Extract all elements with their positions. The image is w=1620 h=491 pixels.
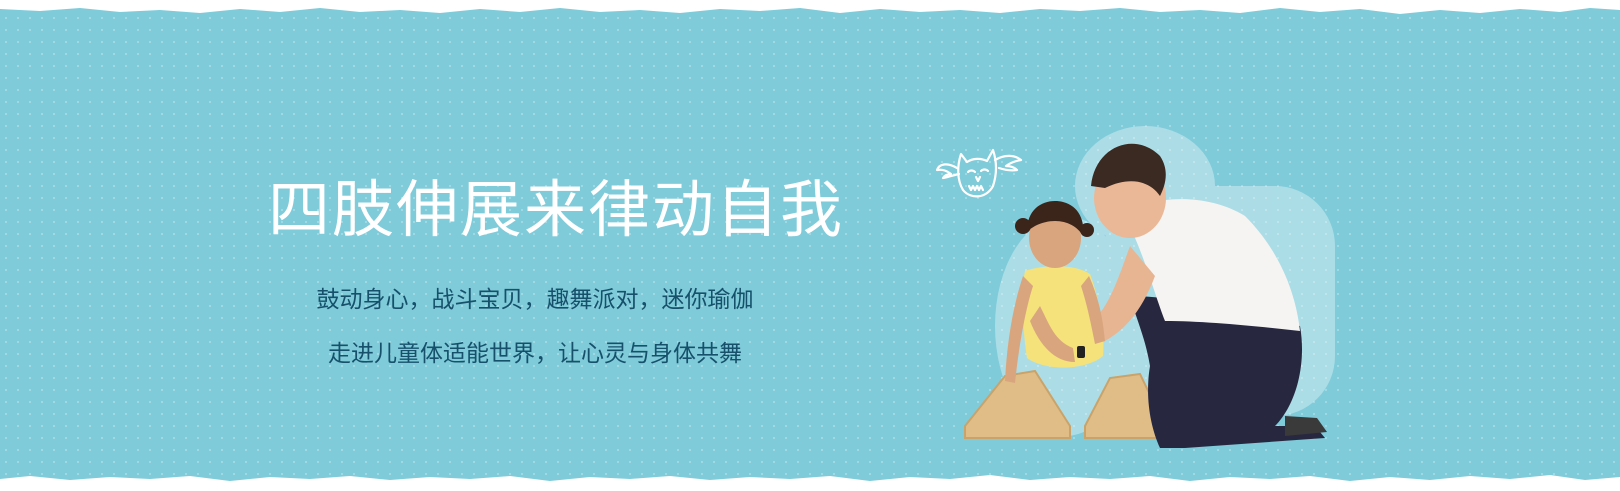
- torn-paper-bottom-edge: [0, 475, 1620, 491]
- instructor-and-child-photo: [964, 126, 1335, 448]
- torn-paper-top-edge: [0, 0, 1620, 14]
- banner-headline: 四肢伸展来律动自我: [268, 173, 845, 246]
- banner-subline-1: 鼓动身心，战斗宝贝，趣舞派对，迷你瑜伽: [316, 287, 754, 313]
- owl-doodle-icon: [935, 148, 1023, 198]
- wooden-block-left: [964, 369, 1071, 439]
- banner-subline-2: 走进儿童体适能世界，让心灵与身体共舞: [328, 341, 742, 367]
